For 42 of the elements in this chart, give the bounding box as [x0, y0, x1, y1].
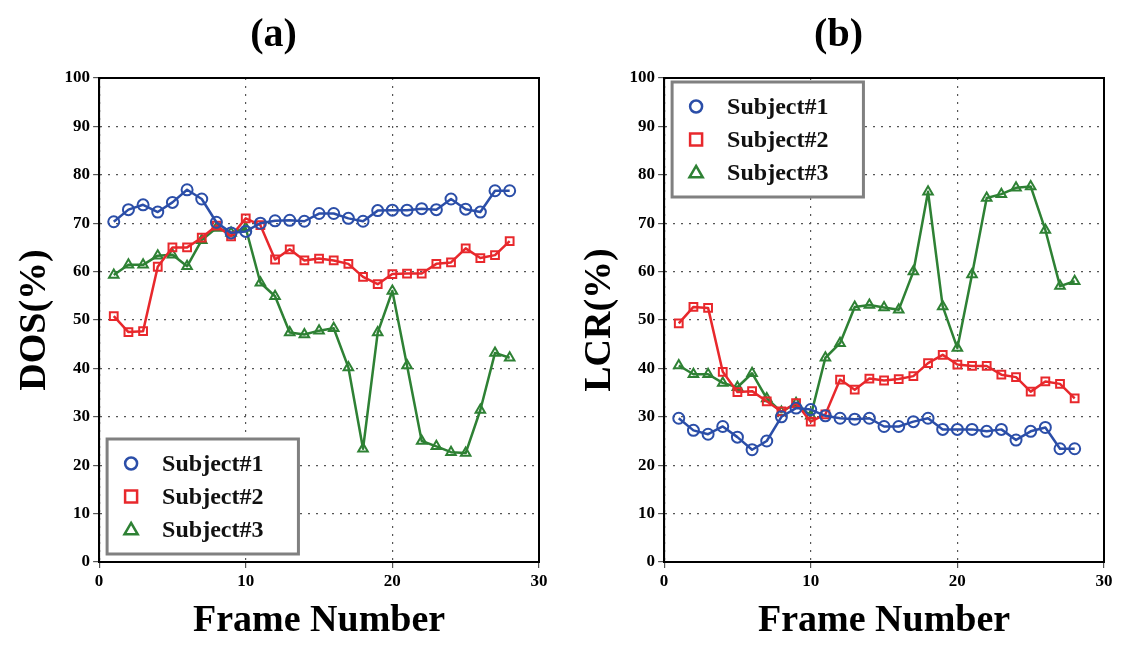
x-tick-label: 30	[530, 570, 548, 590]
y-tick-label: 30	[73, 406, 91, 426]
x-tick-label: 10	[237, 570, 255, 590]
y-tick-label: 50	[73, 309, 91, 329]
y-tick-label: 80	[638, 164, 656, 184]
y-tick-label: 100	[64, 67, 91, 87]
y-tick-label: 80	[73, 164, 91, 184]
x-tick-label: 30	[1095, 570, 1113, 590]
x-axis-title: Frame Number	[192, 597, 446, 640]
x-tick-label: 0	[94, 570, 104, 590]
legend-label: Subject#3	[727, 158, 829, 185]
y-tick-label: 0	[81, 551, 91, 571]
y-tick-label: 30	[638, 406, 656, 426]
x-axis-title: Frame Number	[757, 597, 1011, 640]
y-axis-title: LCR(%)	[575, 248, 619, 392]
y-tick-label: 40	[638, 357, 656, 377]
x-tick-label: 0	[659, 570, 669, 590]
legend-label: Subject#1	[727, 92, 829, 119]
x-tick-label: 20	[383, 570, 401, 590]
y-tick-label: 60	[73, 260, 91, 280]
y-tick-label: 20	[638, 454, 656, 474]
legend-label: Subject#3	[162, 515, 264, 542]
y-tick-label: 70	[638, 212, 656, 232]
x-tick-label: 10	[802, 570, 820, 590]
legend-label: Subject#2	[162, 482, 264, 509]
y-tick-label: 0	[646, 551, 656, 571]
y-tick-label: 90	[638, 115, 656, 135]
y-tick-label: 50	[638, 309, 656, 329]
y-tick-label: 100	[629, 67, 656, 87]
y-tick-label: 20	[73, 454, 91, 474]
chart-title: (a)	[250, 10, 297, 56]
legend-label: Subject#1	[162, 449, 264, 476]
y-tick-label: 40	[73, 357, 91, 377]
y-tick-label: 10	[73, 502, 91, 522]
x-tick-label: 20	[948, 570, 966, 590]
legend-label: Subject#2	[727, 125, 829, 152]
y-tick-label: 70	[73, 212, 91, 232]
chart-title: (b)	[814, 10, 863, 56]
y-tick-label: 10	[638, 502, 656, 522]
y-axis-title: DOS(%)	[10, 249, 54, 391]
y-tick-label: 60	[638, 260, 656, 280]
y-tick-label: 90	[73, 115, 91, 135]
